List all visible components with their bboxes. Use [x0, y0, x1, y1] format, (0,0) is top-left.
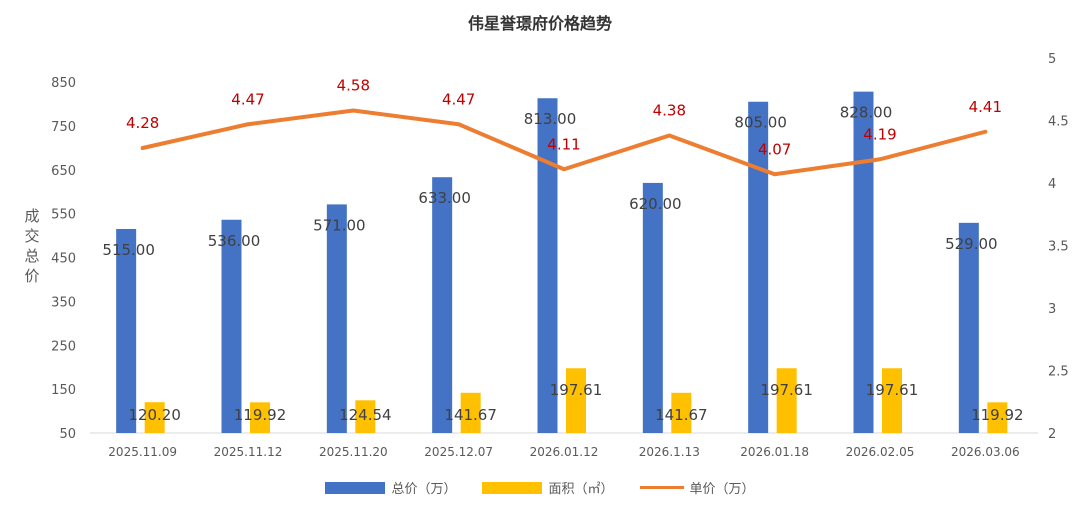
legend: 总价（万） 面积（㎡） 单价（万）	[0, 478, 1080, 497]
data-label-area: 119.92	[971, 406, 1024, 424]
y2-tick-label: 5	[1048, 52, 1056, 67]
y2-tick-label: 4.5	[1048, 115, 1069, 130]
data-label-area: 141.67	[444, 406, 497, 424]
data-label-unit-price: 4.07	[758, 140, 791, 158]
x-tick-label: 2026.01.18	[740, 445, 809, 459]
data-label-unit-price: 4.11	[547, 135, 580, 153]
y-tick-label: 850	[51, 76, 76, 91]
line-unit-price	[140, 108, 988, 177]
data-label-total: 515.00	[102, 241, 155, 259]
y2-tick-label: 3	[1048, 302, 1056, 317]
data-label-total: 828.00	[840, 104, 893, 122]
bar-total	[958, 222, 979, 433]
y2-tick-label: 2.5	[1048, 365, 1069, 380]
data-label-area: 197.61	[866, 381, 919, 399]
data-label-total: 529.00	[945, 235, 998, 253]
legend-swatch-total	[325, 481, 386, 494]
data-label-total: 571.00	[313, 216, 366, 234]
legend-item-area: 面积（㎡）	[482, 478, 614, 497]
y-tick-label: 150	[51, 383, 76, 398]
bar-total	[748, 101, 769, 434]
bar-area	[144, 402, 165, 433]
bar-total	[537, 98, 558, 433]
bar-total	[221, 219, 242, 433]
x-tick-label: 2026.03.06	[951, 445, 1020, 459]
legend-item-unit-price: 单价（万）	[639, 478, 755, 497]
bar-area	[460, 392, 481, 433]
data-label-total: 536.00	[208, 232, 261, 250]
data-label-area: 141.67	[655, 406, 708, 424]
data-label-unit-price: 4.19	[863, 125, 896, 143]
bar-area	[671, 392, 692, 433]
y-axis-label: 成交总价	[20, 206, 44, 286]
data-label-area: 120.20	[128, 406, 181, 424]
bar-total	[116, 228, 137, 433]
x-tick-label: 2025.11.20	[319, 445, 388, 459]
data-label-total: 813.00	[524, 110, 577, 128]
data-label-unit-price: 4.47	[231, 90, 264, 108]
y-tick-label: 350	[51, 295, 76, 310]
x-tick-label: 2026.02.05	[846, 445, 915, 459]
data-label-area: 119.92	[234, 406, 287, 424]
data-label-unit-price: 4.58	[337, 77, 370, 95]
bar-total	[326, 204, 347, 433]
y-tick-label: 650	[51, 164, 76, 179]
legend-swatch-unit-price	[639, 486, 684, 489]
legend-swatch-area	[482, 481, 543, 494]
data-label-unit-price: 4.28	[126, 114, 159, 132]
bar-total	[432, 177, 453, 433]
x-tick-label: 2026.01.12	[530, 445, 599, 459]
data-label-area: 124.54	[339, 406, 392, 424]
y2-tick-label: 4	[1048, 177, 1056, 192]
legend-item-total: 总价（万）	[325, 478, 456, 497]
data-label-unit-price: 4.41	[969, 98, 1002, 116]
x-tick-label: 2025.11.12	[214, 445, 283, 459]
y-axis-label-char: 交	[24, 227, 40, 245]
y-tick-label: 250	[51, 339, 76, 354]
data-label-total: 633.00	[418, 189, 471, 207]
y-axis-label-char: 总	[24, 247, 40, 265]
data-label-area: 197.61	[760, 381, 813, 399]
bar-area	[566, 368, 586, 433]
y2-tick-label: 3.5	[1048, 240, 1069, 255]
bar-area	[882, 368, 902, 433]
bar-area	[250, 402, 270, 433]
y-tick-label: 750	[51, 120, 76, 135]
bar-total	[642, 182, 663, 433]
y-axis-label-char: 价	[24, 267, 40, 285]
data-label-unit-price: 4.38	[653, 102, 686, 120]
bar-area	[776, 368, 797, 433]
chart-title: 伟星誉璟府价格趋势	[467, 14, 612, 33]
bar-area	[355, 400, 376, 433]
x-tick-label: 2025.11.09	[108, 445, 177, 459]
y-axis-label-char: 成	[24, 207, 40, 225]
y-tick-label: 550	[51, 208, 76, 223]
data-label-total: 620.00	[629, 195, 682, 213]
legend-label-unit-price: 单价（万）	[689, 482, 755, 497]
data-label-area: 197.61	[550, 381, 603, 399]
y2-tick-label: 2	[1048, 427, 1056, 442]
y-tick-label: 450	[51, 252, 76, 267]
data-label-unit-price: 4.47	[442, 90, 475, 108]
bar-total	[853, 91, 874, 433]
legend-label-area: 面积（㎡）	[548, 482, 614, 497]
y-tick-label: 50	[59, 427, 76, 442]
x-tick-label: 2025.12.07	[424, 445, 493, 459]
data-label-total: 805.00	[734, 114, 787, 132]
bar-area	[987, 402, 1008, 433]
legend-label-total: 总价（万）	[391, 482, 457, 497]
x-tick-label: 2026.1.13	[639, 445, 700, 459]
